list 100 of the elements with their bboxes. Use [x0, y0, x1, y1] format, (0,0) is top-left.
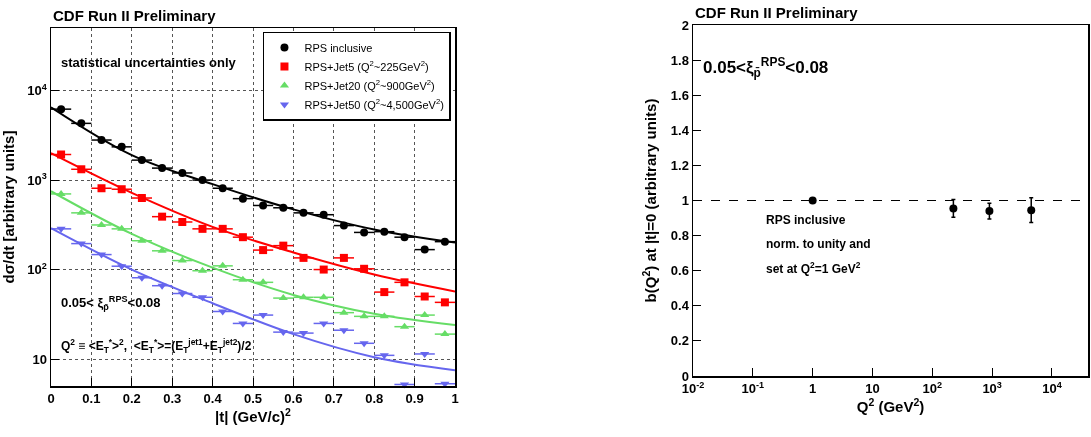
legend-label: RPS+Jet50 (Q$^{2}$~4,500GeV$^{2}$): [304, 97, 444, 111]
annotation: set at Q$^{2}$=1 GeV$^{2}$: [766, 260, 861, 277]
point: [319, 265, 328, 274]
point: [279, 203, 288, 212]
chart-title: CDF Run II Preliminary: [53, 7, 217, 24]
x-tick-label: 0.8: [365, 391, 384, 407]
x-tick-label: 1: [809, 381, 817, 397]
x-tick-label: 0.6: [284, 391, 303, 407]
x-axis-title: Q$^{2}$ (GeV$^{2}$): [856, 396, 925, 416]
point: [137, 236, 147, 243]
y-tick-label: 2: [681, 17, 689, 33]
point: [177, 256, 187, 263]
x-tick-label: 10$^{2}$: [922, 379, 943, 397]
point: [360, 228, 369, 237]
point: [440, 298, 449, 307]
annotation: norm. to unity and: [766, 237, 871, 251]
x-tick-label: 1: [451, 391, 459, 407]
point: [339, 253, 348, 262]
y-tick-label: 10: [32, 351, 47, 367]
y-tick-label: 0.2: [670, 333, 689, 349]
point: [158, 212, 167, 221]
x-tick-label: 0.4: [203, 391, 223, 407]
point: [400, 278, 409, 287]
point: [359, 341, 369, 348]
point: [238, 233, 247, 242]
point: [380, 288, 389, 297]
x-tick-label: 0.5: [243, 391, 263, 407]
point: [420, 351, 430, 358]
point: [198, 176, 207, 185]
point: [299, 208, 308, 217]
text: Q$^{2}$ ≡ <E$_{T}$$^{*}$>$^{2}$, <E$_{T}$$^{*}$>=(E$_{T}$$^{jet1}$+E$_{T}$$^{jet2}$)/2: [61, 337, 252, 355]
point: [137, 156, 146, 165]
point: [76, 208, 86, 215]
x-tick-label: 0.1: [82, 391, 101, 407]
point: [117, 264, 127, 271]
point: [339, 221, 348, 230]
point: [259, 201, 268, 210]
legend-label: RPS+Jet20 (Q$^{2}$~900GeV$^{2}$): [304, 78, 435, 92]
point: [238, 275, 248, 282]
x-axis-title: |t| (GeV/c)$^{2}$: [215, 406, 292, 426]
y-axis-title: dσ/dt [arbitrary units]: [0, 130, 17, 284]
point: [238, 194, 247, 203]
x-tick-label: 0.3: [163, 391, 182, 407]
point: [420, 292, 429, 301]
y-tick-label: 1.2: [670, 157, 689, 173]
point: [57, 150, 66, 159]
legend-label: RPS+Jet5 (Q$^{2}$~225GeV$^{2}$): [304, 59, 429, 73]
y-tick-label: 0.4: [670, 298, 690, 314]
point: [278, 294, 288, 301]
point: [198, 224, 207, 233]
x-tick-label: 10$^{3}$: [982, 379, 1002, 397]
point: [178, 168, 187, 177]
annotation: 0.05< ξ$_{p̄}$$^{RPS}$<0.08: [61, 294, 161, 313]
y-tick-label: 10$^{4}$: [27, 81, 48, 99]
x-tick-label: 0.2: [122, 391, 141, 407]
y-tick-label: 10$^{2}$: [27, 260, 47, 278]
point: [319, 321, 329, 328]
point: [400, 233, 409, 242]
point: [218, 261, 228, 268]
point: [137, 194, 146, 203]
point: [218, 309, 228, 316]
point: [440, 330, 450, 337]
annotation: statistical uncertainties only: [61, 55, 237, 70]
point: [97, 184, 106, 193]
point: [57, 105, 66, 114]
point: [218, 224, 227, 233]
point: [360, 264, 369, 273]
point: [238, 321, 248, 328]
y-tick-label: 0.6: [670, 263, 689, 279]
point: [77, 119, 86, 128]
x-tick-label: 0.7: [324, 391, 343, 407]
point: [339, 328, 349, 335]
point: [97, 136, 106, 145]
point: [420, 245, 429, 254]
y-tick-label: 10$^{3}$: [27, 171, 47, 188]
point: [178, 217, 187, 226]
y-tick-label: 1.8: [670, 52, 689, 68]
point: [56, 189, 66, 196]
point: [319, 210, 328, 219]
point: [339, 308, 349, 315]
point: [278, 330, 288, 337]
x-tick-label: 10: [865, 381, 880, 397]
point: [380, 227, 389, 236]
point: [379, 353, 389, 360]
point: [299, 253, 308, 262]
point: [117, 185, 126, 194]
annotation: RPS inclusive: [766, 213, 846, 227]
y-tick-label: 0.8: [670, 228, 689, 244]
chart-title: CDF Run II Preliminary: [695, 4, 859, 21]
point: [158, 164, 167, 173]
point: [258, 313, 268, 320]
annotation: 0.05<ξ$_{p̄}$$^{RPS}$<0.08: [703, 55, 829, 80]
x-tick-label: 10$^{-1}$: [741, 379, 765, 397]
point: [259, 246, 268, 255]
y-tick-label: 1.6: [670, 87, 689, 103]
point: [218, 184, 227, 193]
y-tick-label: 1.4: [670, 122, 690, 138]
legend-label: RPS inclusive: [304, 41, 373, 54]
y-tick-label: 0: [681, 368, 689, 384]
point: [117, 224, 127, 231]
